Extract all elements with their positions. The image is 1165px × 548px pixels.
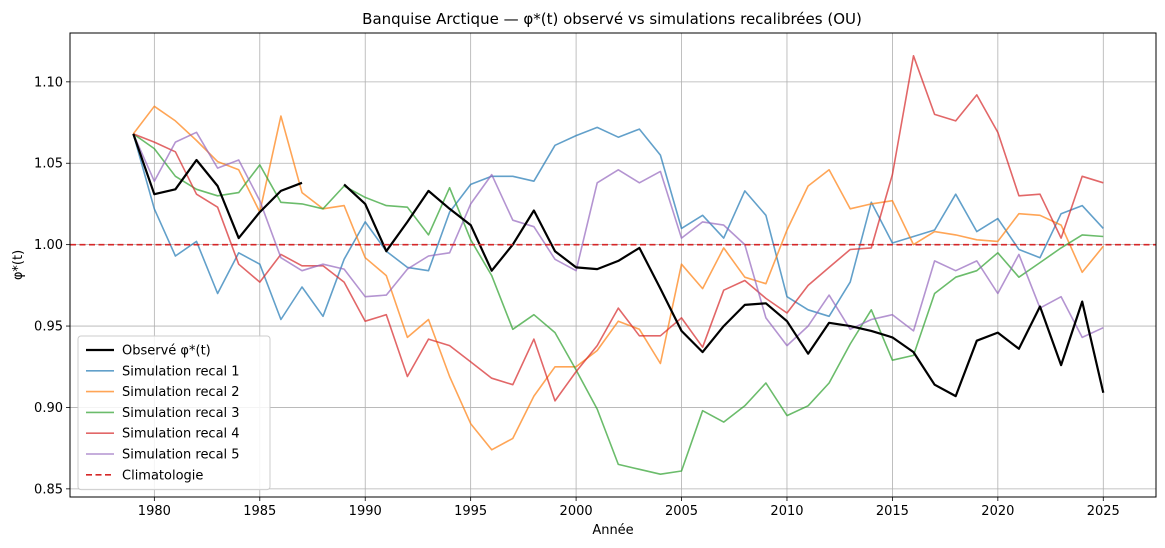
y-tick-label: 1.05	[34, 157, 63, 172]
y-tick-label: 0.95	[34, 320, 63, 335]
chart-title: Banquise Arctique — φ*(t) observé vs sim…	[362, 10, 862, 28]
y-axis-label: φ*(t)	[11, 250, 26, 280]
series-line-0	[343, 183, 1105, 398]
series-line-5	[132, 131, 1104, 347]
series-layer	[70, 54, 1156, 476]
ticks: 1980 1985 1990 1995 2000 2005 2010 2015 2020 2025…	[34, 75, 1120, 519]
x-tick-label: 1980	[138, 504, 171, 519]
legend-label: Climatologie	[122, 468, 203, 483]
legend: Observé φ*(t) Simulation recal 1 Simulatio…	[77, 335, 271, 491]
legend-label: Observé φ*(t)	[122, 344, 211, 359]
legend-box	[77, 335, 271, 491]
legend-label: Simulation recal 1	[122, 364, 240, 379]
series-line-4	[133, 54, 1104, 402]
x-tick-label: 2005	[665, 504, 698, 519]
x-tick-label: 1990	[349, 504, 382, 519]
x-tick-label: 2020	[981, 504, 1014, 519]
x-tick-label: 1985	[243, 504, 276, 519]
legend-label: Simulation recal 3	[122, 406, 240, 421]
series-line-3	[132, 133, 1104, 476]
x-tick-label: 2015	[876, 504, 909, 519]
x-tick-label: 1995	[454, 504, 487, 519]
x-tick-label: 2000	[560, 504, 593, 519]
x-tick-label: 2025	[1087, 504, 1120, 519]
legend-label: Simulation recal 2	[122, 385, 240, 400]
y-tick-label: 1.00	[34, 238, 63, 253]
legend-label: Simulation recal 4	[122, 427, 240, 442]
x-axis-label: Année	[592, 523, 633, 538]
plot-frame	[69, 32, 1157, 498]
series-line-2	[132, 105, 1104, 451]
y-tick-label: 0.85	[34, 482, 63, 497]
series-line-1	[132, 126, 1104, 321]
x-tick-label: 2010	[770, 504, 803, 519]
y-tick-label: 0.90	[34, 401, 63, 416]
y-tick-label: 1.10	[34, 75, 63, 90]
legend-label: Simulation recal 5	[122, 448, 240, 463]
series-line-0	[132, 133, 303, 240]
